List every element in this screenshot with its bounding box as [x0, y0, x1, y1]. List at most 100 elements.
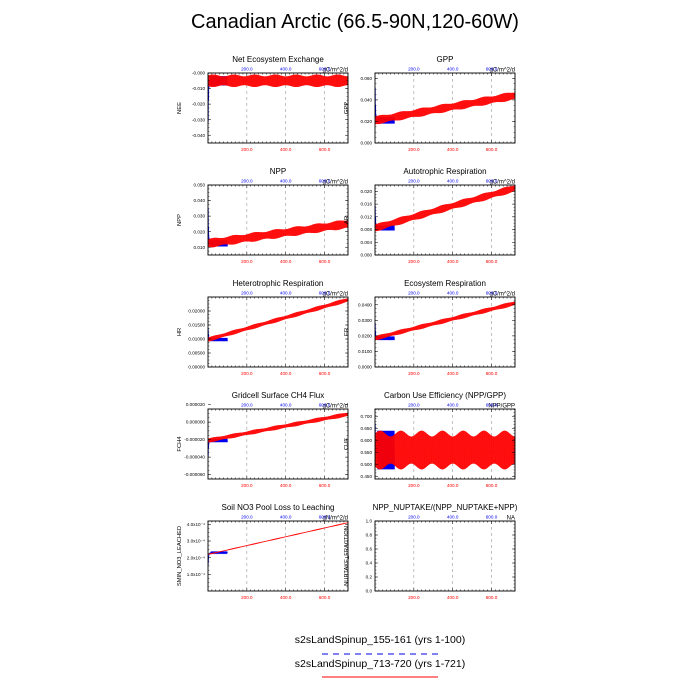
x-tick-label-top: 200.0 [241, 515, 253, 520]
panel-4: Autotrophic Respiration gC/m^2/d 200.0 400.… [344, 167, 516, 264]
y-tick-label: 0.020 [194, 229, 206, 234]
panel-title: Gridcell Surface CH4 Flux [232, 391, 324, 400]
panel-5: Heterotrophic Respiration gC/m^2/d 200.0 40… [177, 279, 349, 376]
panel-title: Soil NO3 Pool Loss to Leaching [222, 503, 335, 512]
y-tick-label: 0.008 [361, 227, 373, 232]
y-tick-label: 0.01500 [188, 323, 205, 328]
y-tick-label: 0.700 [361, 414, 373, 419]
y-tick-label: 4.0x10⁻⁴ [187, 522, 205, 527]
y-tick-label: -0.020 [192, 102, 205, 107]
x-tick-label-top: 200.0 [241, 403, 253, 408]
y-tick-label: 0.0300 [358, 318, 372, 323]
y-tick-label: 0.010 [194, 245, 206, 250]
x-tick-label-bottom: 600.0 [319, 147, 331, 152]
panel-7: Gridcell Surface CH4 Flux gC/m^2/d 200.0 40… [177, 391, 349, 488]
y-tick-label: 0.0100 [358, 349, 372, 354]
x-tick-label-top: 400.0 [447, 291, 459, 296]
y-tick-label: 0.040 [194, 198, 206, 203]
y-axis-label: NEE [177, 102, 183, 114]
panel-title: Ecosystem Respiration [404, 279, 486, 288]
y-tick-label: 0.000020 [186, 402, 206, 407]
y-axis-label: AR [344, 216, 350, 224]
x-tick-label-top: 400.0 [447, 403, 459, 408]
x-tick-label-top: 600.0 [486, 515, 498, 520]
panel-title: NPP_NUPTAKE/(NPP_NUPTAKE+NPP) [373, 503, 518, 512]
x-tick-label-bottom: 200.0 [408, 259, 420, 264]
y-tick-label: -0.000040 [184, 455, 205, 460]
x-tick-label-top: 200.0 [408, 515, 420, 520]
y-tick-label: 0.030 [194, 214, 206, 219]
y-axis-label: SMIN_NO3_LEACHED [177, 526, 183, 586]
panel-units: NA [507, 516, 515, 522]
x-tick-label-top: 400.0 [280, 179, 292, 184]
y-tick-label: 0.8 [366, 533, 373, 538]
y-tick-label: -0.000020 [184, 437, 205, 442]
y-tick-label: 0.500 [361, 462, 373, 467]
x-tick-label-bottom: 200.0 [241, 595, 253, 600]
x-tick-label-top: 400.0 [447, 179, 459, 184]
panel-title: NPP [270, 167, 286, 176]
y-tick-label: 0.0000 [358, 365, 372, 370]
y-tick-label: 0.550 [361, 450, 373, 455]
y-tick-label: 0.004 [361, 240, 373, 245]
x-tick-label-bottom: 400.0 [280, 259, 292, 264]
panel-9: Soil NO3 Pool Loss to Leaching gN/m^2/d 20… [177, 503, 349, 600]
y-tick-label: 2.0x10⁻⁴ [187, 555, 205, 560]
x-tick-label-top: 400.0 [280, 291, 292, 296]
y-tick-label: -0.000060 [184, 472, 205, 477]
x-tick-label-bottom: 600.0 [319, 371, 331, 376]
x-tick-label-bottom: 600.0 [319, 595, 331, 600]
x-tick-label-top: 200.0 [408, 67, 420, 72]
y-tick-label: 0.00000 [188, 365, 205, 370]
x-tick-label-bottom: 400.0 [447, 483, 459, 488]
series-line-2 [207, 74, 349, 88]
y-tick-label: 0.050 [194, 183, 206, 188]
panel-units: gC/m^2/d [323, 68, 349, 74]
y-tick-label: 0.450 [361, 474, 373, 479]
y-axis-label: NUPTAKE_FRACTION [344, 526, 350, 586]
y-tick-label: 0.020 [361, 119, 373, 124]
x-tick-label-top: 400.0 [447, 515, 459, 520]
legend: s2sLandSpinup_155-161 (yrs 1-100) s2sLan… [295, 634, 465, 678]
y-tick-label: 0.000000 [186, 420, 206, 425]
x-tick-label-bottom: 600.0 [486, 595, 498, 600]
y-axis-label: GPP [344, 102, 350, 114]
x-tick-label-bottom: 600.0 [486, 483, 498, 488]
x-tick-label-top: 600.0 [486, 403, 498, 408]
y-tick-label: 0.6 [366, 547, 373, 552]
x-tick-label-top: 600.0 [486, 291, 498, 296]
panel-grid: Net Ecosystem Exchange gC/m^2/d 200.0 400.0… [177, 55, 518, 600]
x-tick-label-bottom: 400.0 [447, 259, 459, 264]
y-tick-label: 0.060 [361, 76, 373, 81]
panel-8: Carbon Use Efficiency (NPP/GPP) NPP/GPP 20… [344, 391, 516, 488]
x-tick-label-bottom: 200.0 [408, 147, 420, 152]
x-tick-label-bottom: 400.0 [447, 595, 459, 600]
panel-title: Carbon Use Efficiency (NPP/GPP) [384, 391, 506, 400]
x-tick-label-top: 200.0 [241, 291, 253, 296]
x-tick-label-top: 200.0 [241, 179, 253, 184]
y-axis-label: CUE [344, 438, 350, 450]
x-tick-label-top: 400.0 [280, 403, 292, 408]
panel-title: GPP [437, 55, 454, 64]
x-tick-label-top: 600.0 [486, 67, 498, 72]
panel-units: gC/m^2/d [490, 292, 516, 298]
x-tick-label-bottom: 600.0 [486, 147, 498, 152]
x-tick-label-bottom: 400.0 [447, 147, 459, 152]
x-tick-label-top: 600.0 [319, 515, 331, 520]
panel-title: Autotrophic Respiration [403, 167, 486, 176]
y-tick-label: 0.00500 [188, 351, 205, 356]
y-tick-label: 0.2 [366, 575, 373, 580]
y-axis-label: FCH4 [177, 436, 183, 452]
panel-units: NPP/GPP [488, 404, 515, 410]
y-tick-label: 0.02000 [188, 309, 205, 314]
x-tick-label-top: 600.0 [486, 179, 498, 184]
x-tick-label-bottom: 400.0 [280, 371, 292, 376]
y-tick-label: -0.010 [192, 86, 205, 91]
y-tick-label: 0.016 [361, 202, 373, 207]
y-tick-label: 0.0200 [358, 333, 372, 338]
x-tick-label-bottom: 400.0 [280, 147, 292, 152]
series-line-2 [374, 430, 516, 470]
x-tick-label-top: 600.0 [319, 403, 331, 408]
y-tick-label: 0.000 [361, 141, 373, 146]
x-tick-label-top: 600.0 [319, 179, 331, 184]
